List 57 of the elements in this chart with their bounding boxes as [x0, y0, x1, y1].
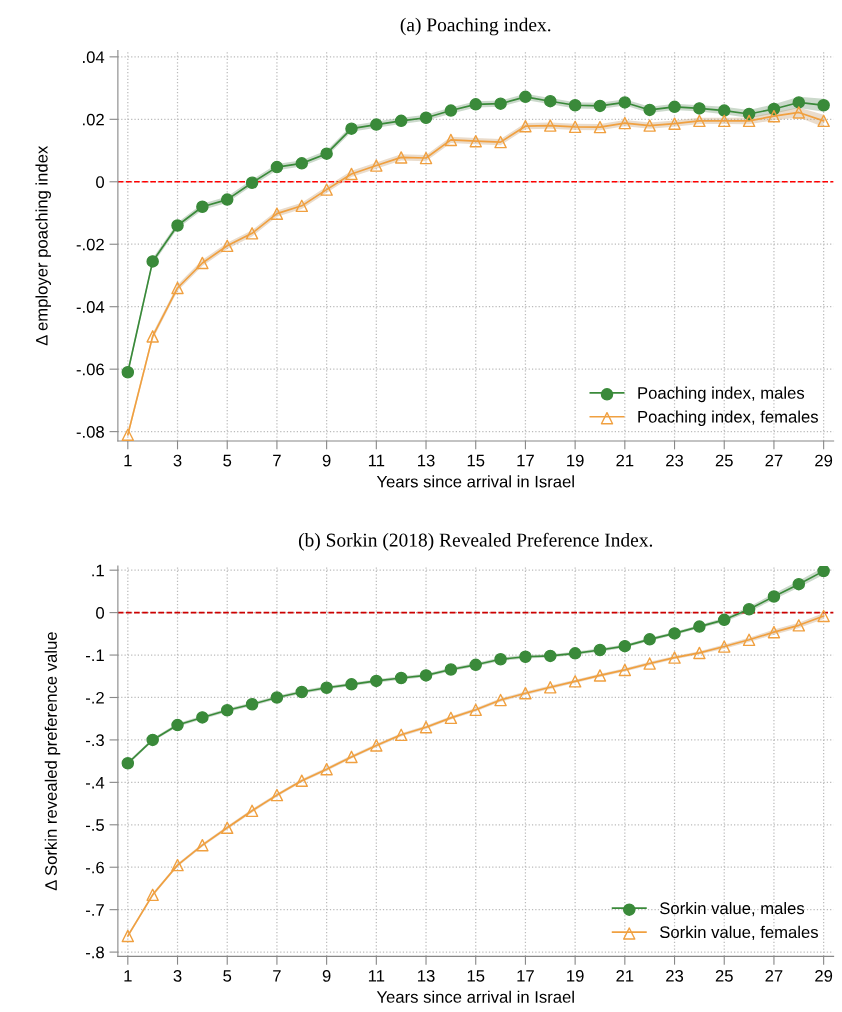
y-tick-label: -.5: [85, 819, 104, 831]
x-tick-label: 25: [715, 969, 733, 982]
x-tick-label: 15: [467, 970, 485, 982]
x-tick-label: 5: [223, 454, 232, 467]
x-tick-label: 27: [765, 969, 783, 982]
x-tick-label: 3: [173, 454, 182, 467]
y-tick-label: 0: [96, 607, 105, 619]
y-axis-title: Δ employer poaching index: [35, 145, 51, 346]
x-tick-label: 21: [616, 969, 634, 982]
x-tick-label: 7: [273, 970, 281, 982]
y-tick-label: .04: [83, 51, 105, 64]
y-tick-label: -.3: [85, 734, 104, 747]
x-tick-label: 29: [815, 969, 833, 982]
y-tick-label: .02: [83, 113, 104, 126]
x-tick-label: 13: [418, 454, 435, 467]
chart-title: (b) Sorkin (2018) Revealed Preference Index.: [298, 532, 653, 551]
legend-label: Sorkin value, males: [660, 901, 805, 917]
legend-label: Poaching index, females: [638, 410, 818, 427]
x-tick-label: 11: [368, 454, 385, 467]
x-axis-title: Years since arrival in Israel: [376, 990, 574, 1003]
legend-label: Sorkin value, females: [660, 925, 818, 941]
x-tick-label: 25: [715, 454, 733, 467]
y-tick-label: .1: [92, 564, 104, 577]
x-tick-label: 11: [368, 970, 385, 982]
x-tick-label: 7: [273, 454, 281, 467]
x-tick-label: 19: [567, 969, 584, 982]
x-tick-label: 9: [322, 454, 331, 467]
x-tick-label: 5: [223, 970, 232, 982]
x-tick-label: 23: [666, 454, 684, 467]
y-tick-label: -.2: [85, 691, 104, 704]
x-tick-label: 1: [124, 970, 132, 982]
x-tick-label: 21: [616, 454, 634, 467]
y-tick-label: -.08: [76, 426, 104, 438]
x-tick-label: 13: [418, 969, 435, 982]
y-tick-label: 0: [96, 176, 105, 188]
y-axis-title: Δ Sorkin revealed preference value: [44, 632, 61, 891]
x-tick-label: 17: [517, 454, 534, 467]
x-axis-title: Years since arrival in Israel: [376, 475, 574, 488]
x-tick-label: 23: [666, 969, 684, 982]
y-tick-label: -.04: [76, 301, 105, 313]
y-tick-label: -.06: [76, 363, 104, 376]
y-tick-label: -.6: [85, 861, 104, 874]
legend-label: Poaching index, males: [638, 386, 805, 403]
y-tick-label: -.4: [85, 776, 105, 789]
x-tick-label: 1: [124, 454, 132, 467]
y-tick-label: -.8: [85, 946, 104, 959]
x-tick-label: 27: [765, 454, 783, 467]
y-tick-label: -.7: [85, 904, 104, 916]
x-tick-label: 29: [815, 454, 833, 467]
x-tick-label: 17: [517, 970, 534, 982]
x-tick-label: 15: [467, 454, 485, 467]
x-tick-label: 9: [322, 969, 331, 982]
x-tick-label: 19: [567, 454, 584, 467]
chart-title: (a) Poaching index.: [400, 17, 551, 36]
y-tick-label: -.02: [76, 238, 104, 251]
y-tick-label: -.1: [85, 649, 104, 662]
x-tick-label: 3: [173, 969, 182, 982]
